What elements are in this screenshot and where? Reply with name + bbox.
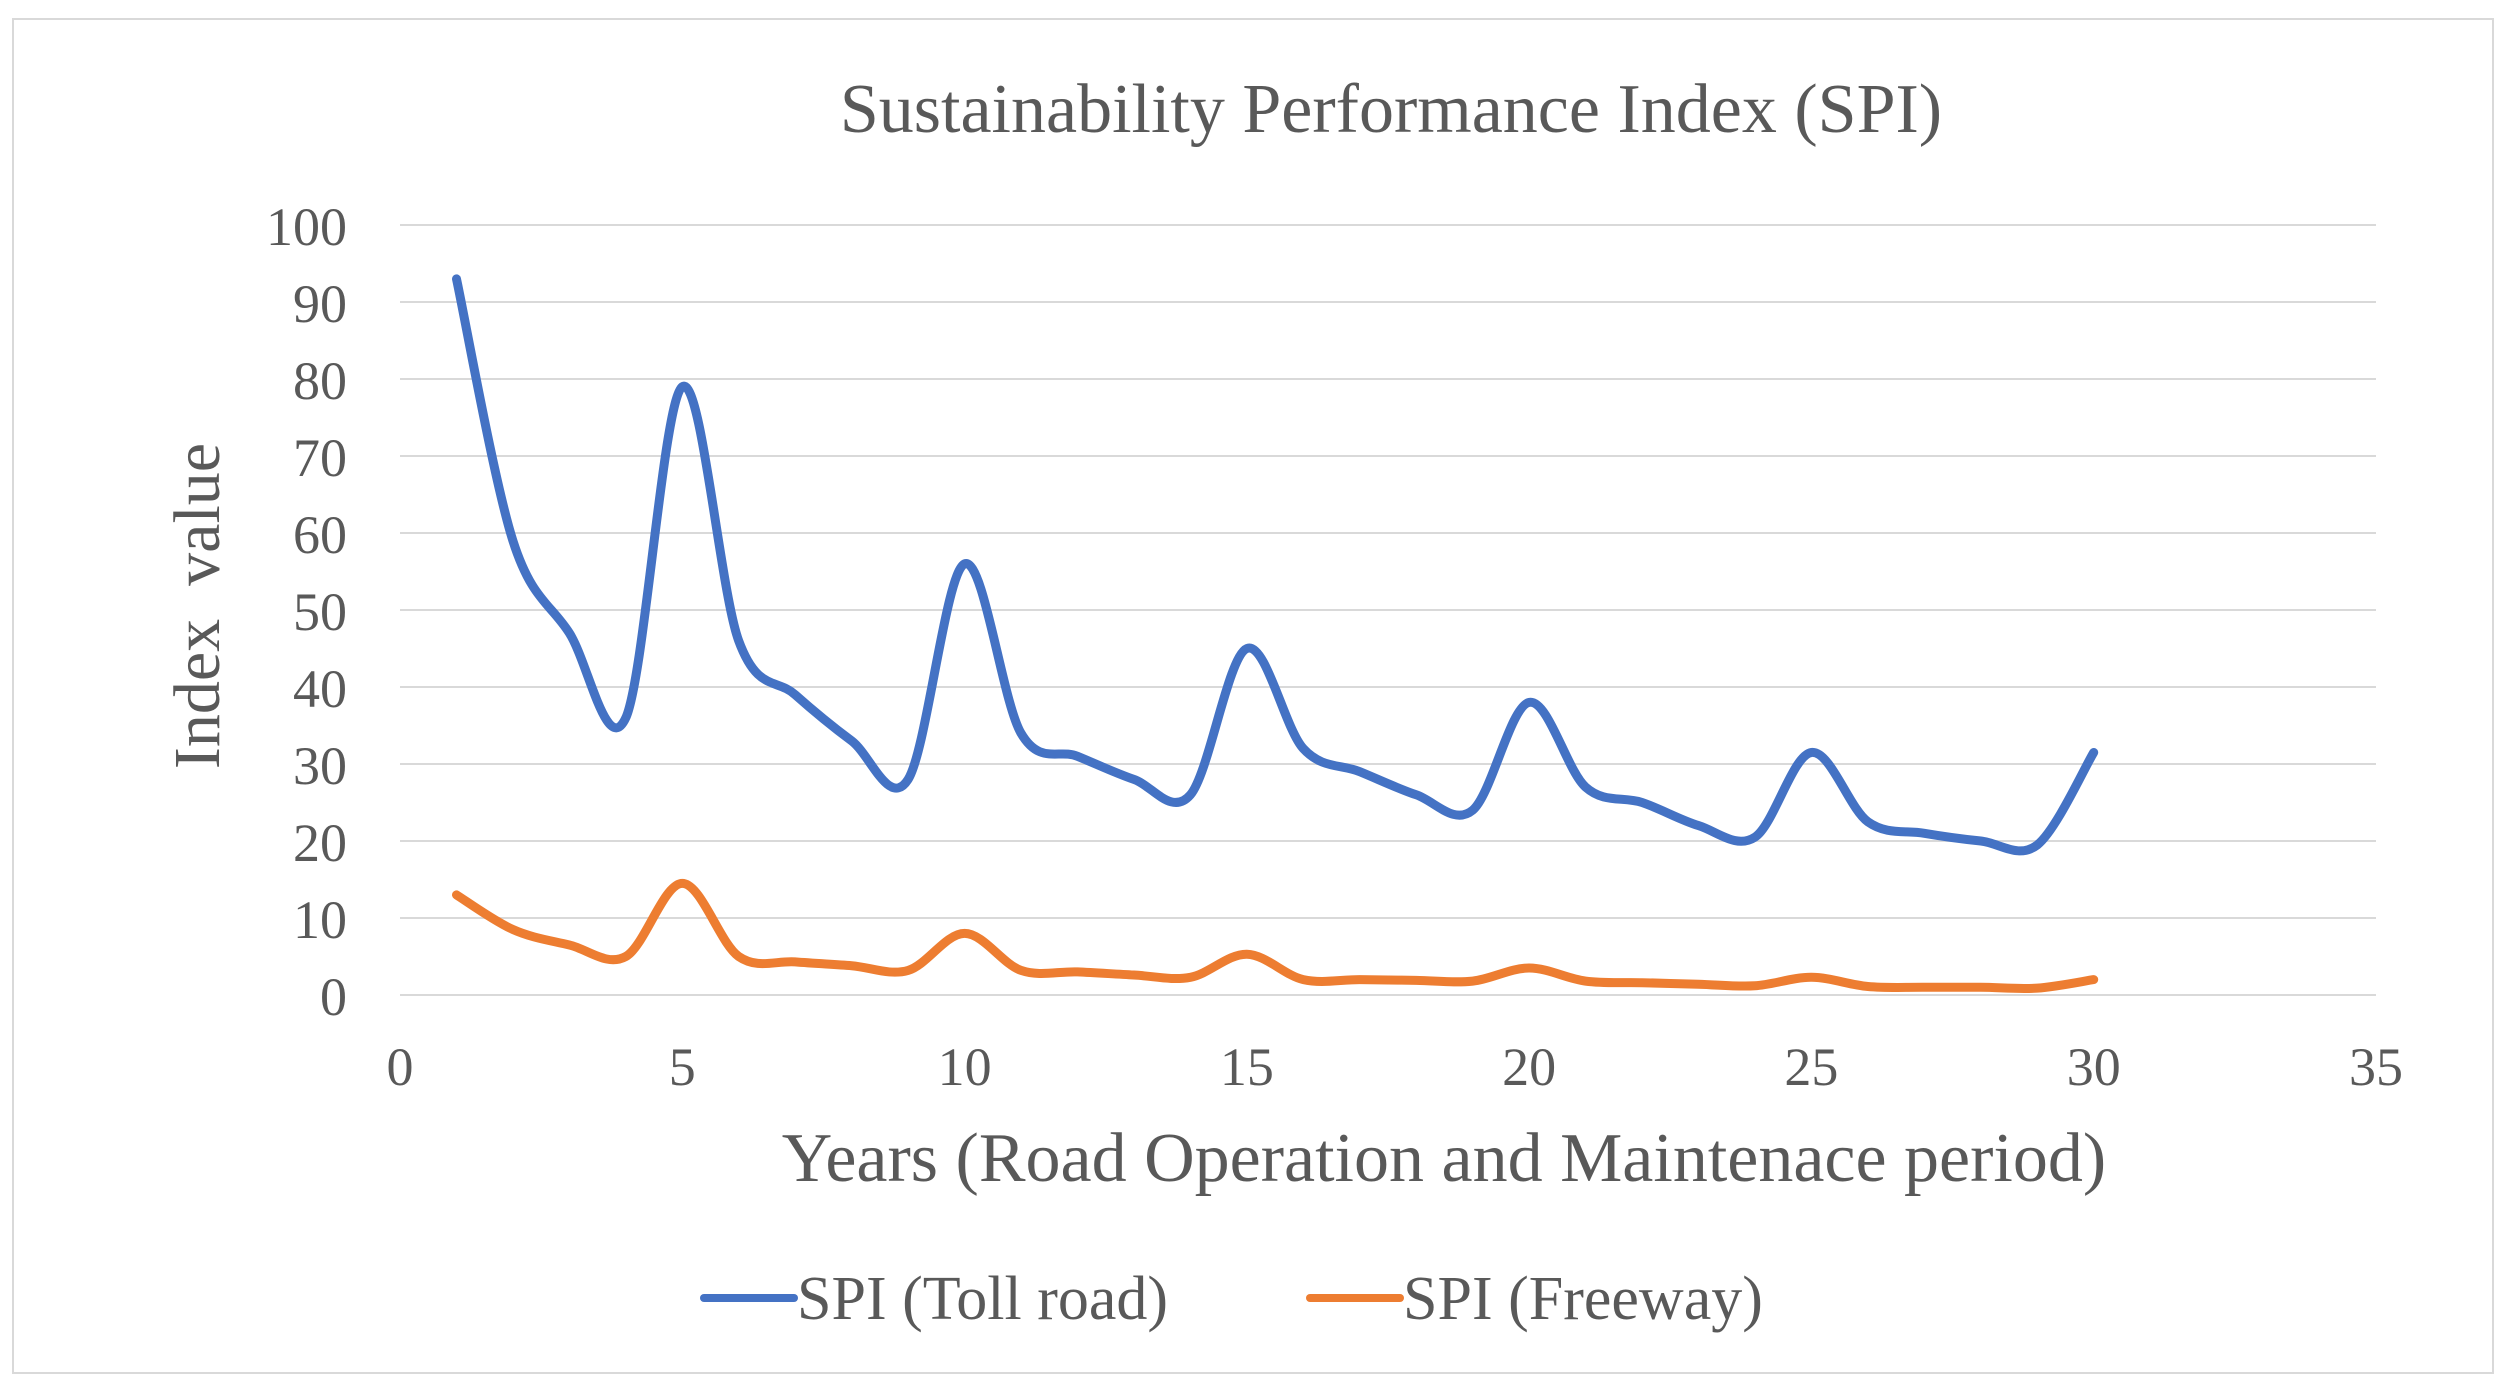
gridlines [400,224,2376,996]
x-axis-title: Years (Road Operation and Maintenace per… [782,1120,2106,1197]
y-tick-label: 80 [293,351,347,411]
series-lines [452,274,2099,994]
x-tick-label: 35 [2349,1037,2403,1097]
series-line-freeway [452,878,2099,994]
y-tick-label: 100 [266,197,347,257]
legend-label-toll-road: SPI (Toll road) [797,1265,1168,1333]
x-tick-label: 30 [2067,1037,2121,1097]
series-line-toll-road [452,274,2099,856]
y-tick-label: 90 [293,274,347,334]
chart-frame: Sustainability Performance Index (SPI) 0… [12,18,2494,1374]
y-tick-label: 70 [293,428,347,488]
x-tick-label: 20 [1502,1037,1556,1097]
x-tick-labels: 0 5 10 15 20 25 30 35 [387,1037,2404,1097]
x-tick-label: 15 [1220,1037,1274,1097]
y-tick-label: 0 [320,967,347,1027]
x-tick-label: 25 [1784,1037,1838,1097]
y-tick-label: 30 [293,736,347,796]
y-tick-label: 50 [293,582,347,642]
x-tick-label: 0 [387,1037,414,1097]
legend-label-freeway: SPI (Freeway) [1403,1265,1763,1333]
x-tick-label: 5 [669,1037,696,1097]
y-tick-label: 40 [293,659,347,719]
x-tick-label: 10 [938,1037,992,1097]
y-tick-label: 60 [293,505,347,565]
y-tick-label: 10 [293,890,347,950]
chart-title: Sustainability Performance Index (SPI) [840,71,1942,148]
y-axis-title: Index value [161,443,234,769]
legend: SPI (Toll road) SPI (Freeway) [700,1265,1763,1333]
chart-svg: Sustainability Performance Index (SPI) 0… [161,71,2404,1333]
y-tick-labels: 0 10 20 30 40 50 60 70 80 90 100 [266,197,347,1027]
y-tick-label: 20 [293,813,347,873]
